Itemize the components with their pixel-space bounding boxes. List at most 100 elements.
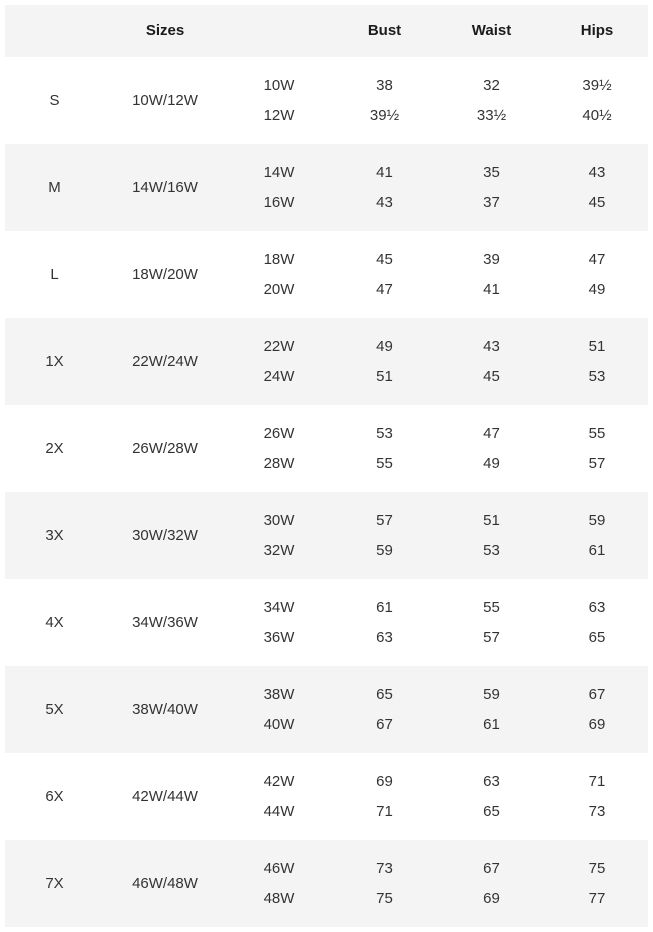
hips-value-column: 39½ 40½	[546, 57, 648, 144]
bust-value: 47	[376, 280, 393, 298]
waist-value-column: 55 57	[437, 579, 546, 666]
size-range-label: 10W/12W	[132, 91, 198, 109]
hips-value: 75	[588, 859, 606, 877]
size-letter-label: 1X	[45, 352, 64, 370]
bust-value: 43	[376, 193, 393, 211]
numeric-size-value: 20W	[263, 280, 295, 298]
waist-value: 57	[483, 628, 500, 646]
hips-value: 51	[588, 337, 606, 355]
numeric-size-value: 38W	[263, 685, 295, 703]
waist-value: 39	[483, 250, 500, 268]
numeric-size-column: 46W 48W	[226, 840, 332, 927]
hips-value-column: 51 53	[546, 318, 648, 405]
bust-value: 75	[376, 889, 393, 907]
hips-value: 67	[588, 685, 606, 703]
bust-value-column: 45 47	[332, 231, 437, 318]
waist-value: 65	[483, 802, 500, 820]
bust-value: 69	[376, 772, 393, 790]
waist-value: 53	[483, 541, 500, 559]
numeric-size-value: 28W	[263, 454, 295, 472]
waist-value: 37	[483, 193, 500, 211]
waist-value-column: 63 65	[437, 753, 546, 840]
hips-value: 45	[588, 193, 606, 211]
numeric-size-column: 42W 44W	[226, 753, 332, 840]
waist-value: 55	[483, 598, 500, 616]
hips-value: 77	[588, 889, 606, 907]
size-row: 1X 22W/24W 22W 24W 49 51 43 45 51 53	[5, 318, 648, 405]
size-row: 5X 38W/40W 38W 40W 65 67 59 61 67 69	[5, 666, 648, 753]
size-range-label: 22W/24W	[132, 352, 198, 370]
size-range-label: 34W/36W	[132, 613, 198, 631]
size-letter-label: M	[48, 178, 61, 196]
size-range-label: 42W/44W	[132, 787, 198, 805]
bust-value: 55	[376, 454, 393, 472]
bust-value: 38	[376, 76, 393, 94]
size-letter-label: 2X	[45, 439, 64, 457]
header-sizes-label: Sizes	[145, 22, 185, 39]
waist-value: 47	[483, 424, 500, 442]
bust-value-column: 41 43	[332, 144, 437, 231]
numeric-size-value: 48W	[263, 889, 295, 907]
hips-value-column: 59 61	[546, 492, 648, 579]
numeric-size-value: 36W	[263, 628, 295, 646]
waist-value-column: 39 41	[437, 231, 546, 318]
bust-value: 67	[376, 715, 393, 733]
size-range-label: 18W/20W	[132, 265, 198, 283]
size-row: 7X 46W/48W 46W 48W 73 75 67 69 75 77	[5, 840, 648, 927]
waist-value: 35	[483, 163, 500, 181]
bust-value: 71	[376, 802, 393, 820]
bust-value: 51	[376, 367, 393, 385]
numeric-size-value: 12W	[263, 106, 295, 124]
bust-value: 45	[376, 250, 393, 268]
numeric-size-value: 44W	[263, 802, 295, 820]
header-size-spacer	[226, 5, 332, 57]
bust-value-column: 53 55	[332, 405, 437, 492]
size-row: L 18W/20W 18W 20W 45 47 39 41 47 49	[5, 231, 648, 318]
bust-value: 59	[376, 541, 393, 559]
numeric-size-value: 42W	[263, 772, 295, 790]
size-row: M 14W/16W 14W 16W 41 43 35 37 43 45	[5, 144, 648, 231]
size-row: 6X 42W/44W 42W 44W 69 71 63 65 71 73	[5, 753, 648, 840]
bust-value: 73	[376, 859, 393, 877]
numeric-size-column: 26W 28W	[226, 405, 332, 492]
waist-value: 49	[483, 454, 500, 472]
size-letter-label: S	[49, 91, 60, 109]
numeric-size-column: 14W 16W	[226, 144, 332, 231]
hips-value: 69	[588, 715, 606, 733]
hips-value: 55	[588, 424, 606, 442]
size-letter-label: 5X	[45, 700, 64, 718]
hips-value: 47	[588, 250, 606, 268]
numeric-size-column: 34W 36W	[226, 579, 332, 666]
waist-value-column: 35 37	[437, 144, 546, 231]
hips-value: 40½	[582, 106, 612, 124]
header-bust-label: Bust	[367, 22, 402, 39]
numeric-size-column: 38W 40W	[226, 666, 332, 753]
bust-value: 61	[376, 598, 393, 616]
header-letter-spacer	[5, 5, 104, 57]
size-range-label: 38W/40W	[132, 700, 198, 718]
size-letter-label: 4X	[45, 613, 64, 631]
bust-value-column: 61 63	[332, 579, 437, 666]
hips-value: 73	[588, 802, 606, 820]
numeric-size-value: 34W	[263, 598, 295, 616]
bust-value: 49	[376, 337, 393, 355]
hips-value-column: 47 49	[546, 231, 648, 318]
numeric-size-value: 26W	[263, 424, 295, 442]
bust-value-column: 65 67	[332, 666, 437, 753]
size-row: S 10W/12W 10W 12W 38 39½ 32 33½ 39½ 40½	[5, 57, 648, 144]
header-hips-label: Hips	[580, 22, 614, 39]
waist-value: 59	[483, 685, 500, 703]
header-waist-label: Waist	[471, 22, 512, 39]
waist-value-column: 32 33½	[437, 57, 546, 144]
waist-value: 63	[483, 772, 500, 790]
bust-value-column: 57 59	[332, 492, 437, 579]
hips-value: 59	[588, 511, 606, 529]
numeric-size-value: 14W	[263, 163, 295, 181]
hips-value-column: 75 77	[546, 840, 648, 927]
numeric-size-column: 22W 24W	[226, 318, 332, 405]
hips-value: 39½	[582, 76, 612, 94]
numeric-size-column: 18W 20W	[226, 231, 332, 318]
bust-value: 57	[376, 511, 393, 529]
waist-value: 45	[483, 367, 500, 385]
